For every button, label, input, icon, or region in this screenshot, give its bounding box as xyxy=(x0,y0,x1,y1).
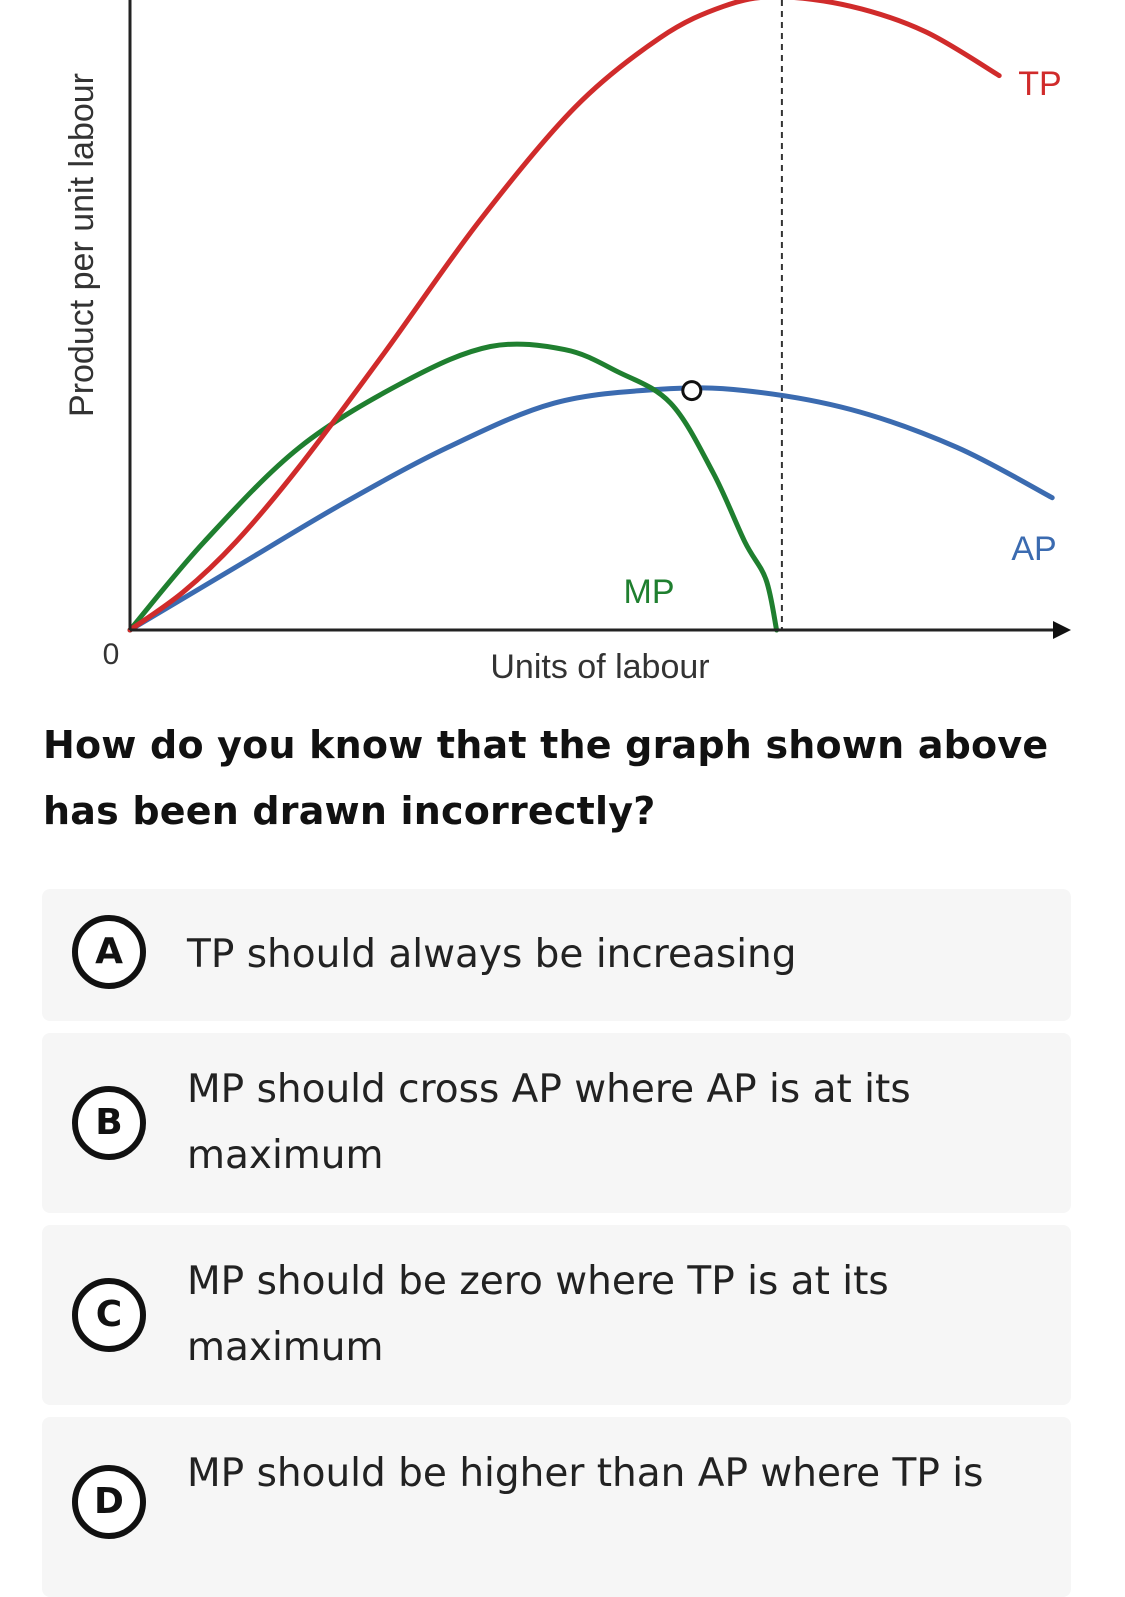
x-axis-arrowhead xyxy=(1053,621,1071,639)
series-line-mp xyxy=(127,341,780,633)
series-line-tp xyxy=(127,0,1002,633)
option-a-text: TP should always be increasing xyxy=(187,932,797,977)
option-b[interactable]: B MP should cross AP where AP is at its … xyxy=(42,1033,1071,1213)
y-axis-label: Product per unit labour xyxy=(63,73,101,417)
intersection-marker xyxy=(681,380,703,402)
question-text: How do you know that the graph shown abo… xyxy=(43,723,1049,833)
origin-label: 0 xyxy=(103,638,120,671)
option-b-text: MP should cross AP where AP is at its ma… xyxy=(187,1067,911,1178)
series-label-ap: AP xyxy=(1011,530,1056,568)
series-label-mp: MP xyxy=(624,573,675,611)
option-d-badge: D xyxy=(72,1465,146,1539)
option-a[interactable]: A TP should always be increasing xyxy=(42,889,1071,1021)
chart-svg: Product per unit labour Units of labour … xyxy=(63,0,1071,686)
option-d[interactable]: D MP should be higher than AP where TP i… xyxy=(42,1417,1071,1597)
option-d-text: MP should be higher than AP where TP is xyxy=(187,1451,984,1496)
option-a-badge: A xyxy=(72,915,146,989)
option-b-badge: B xyxy=(72,1086,146,1160)
x-axis-label: Units of labour xyxy=(490,648,709,686)
option-c-text: MP should be zero where TP is at its max… xyxy=(187,1259,889,1370)
series-label-tp: TP xyxy=(1018,65,1061,103)
series-line-ap xyxy=(127,385,1055,633)
option-c[interactable]: C MP should be zero where TP is at its m… xyxy=(42,1225,1071,1405)
production-chart: Product per unit labour Units of labour … xyxy=(0,0,1125,700)
option-c-badge: C xyxy=(72,1278,146,1352)
